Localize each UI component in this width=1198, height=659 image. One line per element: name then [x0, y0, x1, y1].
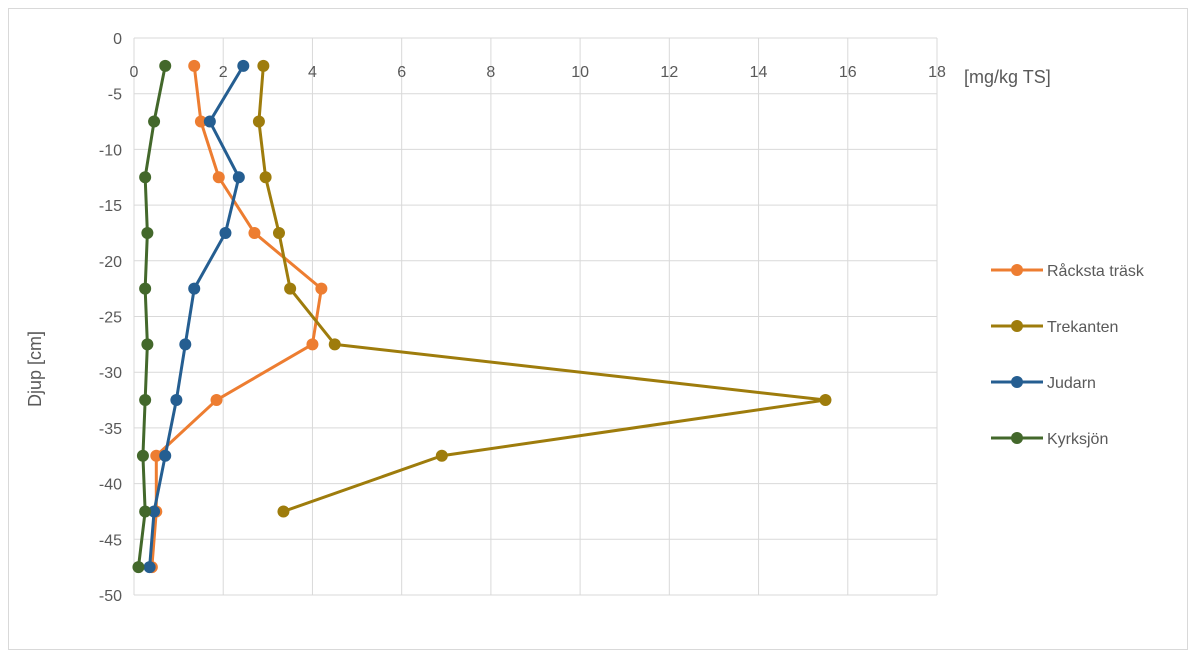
legend-item: Judarn: [991, 375, 1096, 392]
data-point: [159, 59, 172, 72]
x-tick-label: 4: [308, 64, 317, 81]
data-point: [159, 449, 172, 462]
series-kyrksj-n: [132, 59, 172, 574]
y-tick-label: -25: [99, 310, 122, 327]
data-point: [188, 59, 201, 72]
legend-item: Kyrksjön: [991, 431, 1108, 448]
data-point: [141, 226, 154, 239]
y-tick-label: -20: [99, 254, 122, 271]
series-r-cksta-tr-sk: [145, 59, 328, 574]
legend-item: Råcksta träsk: [991, 262, 1145, 280]
series-line: [148, 65, 245, 568]
series-lines: [132, 59, 832, 574]
y-tick-label: -50: [99, 588, 122, 605]
y-tick-label: -40: [99, 477, 122, 494]
data-point: [203, 115, 216, 128]
series-line: [150, 65, 323, 568]
data-point: [139, 282, 152, 295]
legend-swatch-marker: [1011, 376, 1023, 388]
x-tick-label: 0: [130, 64, 139, 81]
x-tick-label: 10: [571, 64, 589, 81]
data-point: [132, 561, 145, 574]
data-point: [136, 449, 149, 462]
data-point: [143, 561, 156, 574]
data-point: [148, 505, 161, 518]
y-tick-label: -45: [99, 532, 122, 549]
depth-profile-chart: 0 -5 -10 -15 -20 -25 -30 -35 -40 -45 -50 0 2 4 6 8 10 12 1…: [25, 31, 1145, 605]
legend-item: Trekanten: [991, 319, 1118, 336]
legend-label: Kyrksjön: [1047, 431, 1108, 448]
data-point: [179, 338, 192, 351]
data-point: [148, 115, 161, 128]
data-point: [150, 449, 163, 462]
y-tick-label: -15: [99, 198, 122, 215]
data-point: [328, 338, 341, 351]
data-point: [252, 115, 265, 128]
y-tick-label: -30: [99, 365, 122, 382]
axes: 0 -5 -10 -15 -20 -25 -30 -35 -40 -45 -50 0 2 4 6 8 10 12 1…: [99, 31, 946, 605]
data-point: [170, 394, 183, 407]
data-point: [139, 171, 152, 184]
x-tick-label: 16: [839, 64, 857, 81]
x-tick-label: 12: [660, 64, 678, 81]
x-tick-label: 14: [750, 64, 768, 81]
x-axis-title: [mg/kg TS]: [964, 67, 1051, 87]
legend-label: Trekanten: [1047, 319, 1118, 336]
series-judarn: [143, 59, 250, 574]
data-point: [212, 171, 225, 184]
series-line: [257, 65, 827, 513]
x-tick-label: 6: [397, 64, 406, 81]
data-point: [139, 505, 152, 518]
data-point: [194, 115, 207, 128]
data-point: [219, 226, 232, 239]
data-point: [284, 282, 297, 295]
series-line: [136, 65, 167, 568]
data-point: [210, 394, 223, 407]
y-axis-title: Djup [cm]: [25, 331, 45, 407]
data-point: [139, 394, 152, 407]
data-point: [232, 171, 245, 184]
data-point: [315, 282, 328, 295]
series-trekanten: [252, 59, 832, 518]
y-tick-label: 0: [113, 31, 122, 48]
legend-label: Råcksta träsk: [1047, 262, 1145, 280]
x-tick-label: 18: [928, 64, 946, 81]
x-tick-label: 2: [219, 64, 228, 81]
x-tick-label: 8: [486, 64, 495, 81]
data-point: [819, 394, 832, 407]
y-tick-label: -5: [108, 87, 122, 104]
data-point: [272, 226, 285, 239]
data-point: [306, 338, 319, 351]
data-point: [237, 59, 250, 72]
data-point: [141, 338, 154, 351]
y-tick-label: -10: [99, 142, 122, 159]
chart-frame: 0 -5 -10 -15 -20 -25 -30 -35 -40 -45 -50 0 2 4 6 8 10 12 1…: [8, 8, 1188, 650]
data-point: [435, 449, 448, 462]
y-tick-label: -35: [99, 421, 122, 438]
data-point: [248, 226, 261, 239]
legend-label: Judarn: [1047, 375, 1096, 392]
legend-swatch-marker: [1011, 264, 1023, 276]
data-point: [188, 282, 201, 295]
legend-swatch-marker: [1011, 320, 1023, 332]
data-point: [259, 171, 272, 184]
data-point: [277, 505, 290, 518]
legend-swatch-marker: [1011, 432, 1023, 444]
legend: Råcksta träsk Trekanten Judarn Kyrksjön: [991, 262, 1145, 448]
data-point: [257, 59, 270, 72]
